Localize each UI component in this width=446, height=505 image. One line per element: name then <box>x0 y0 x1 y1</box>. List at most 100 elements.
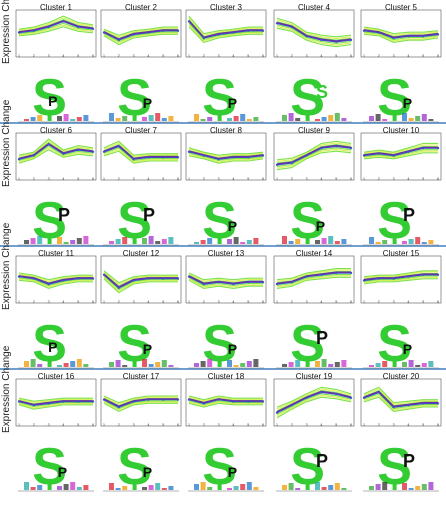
logo-stem <box>47 481 52 490</box>
profile-line <box>363 388 438 405</box>
data-point <box>232 400 235 403</box>
logo-stem <box>305 112 310 121</box>
logo-residue <box>375 242 381 244</box>
profile-line <box>188 279 263 289</box>
logo-residue <box>341 239 347 244</box>
x-tick-label: 5 <box>247 54 249 58</box>
cluster-panel-20: Cluster 201 2 3 4 5 6SP <box>360 372 442 496</box>
data-point <box>147 31 150 34</box>
logo-residue <box>30 117 36 121</box>
data-point <box>362 396 366 399</box>
logo-residue <box>382 482 388 490</box>
logo-residue <box>246 482 252 490</box>
logo-residue <box>415 486 421 490</box>
logo-residue <box>402 483 407 490</box>
logo-stem <box>392 112 397 121</box>
x-tick-label: 6 <box>177 300 179 304</box>
x-tick-label: 1 <box>188 177 190 181</box>
x-tick-label: 1 <box>363 54 365 58</box>
cluster-panel-12: Cluster 121 2 3 4 5 6SP <box>100 249 182 373</box>
x-tick-label: 4 <box>62 177 64 181</box>
data-point <box>176 277 180 280</box>
logo-residue <box>161 118 167 121</box>
profile-line <box>18 138 94 156</box>
x-tick-label: 3 <box>133 300 135 304</box>
logo-residue <box>24 482 29 490</box>
centroid-line <box>276 21 352 42</box>
data-point <box>320 391 323 394</box>
logo-secondary-letter: P <box>58 464 67 480</box>
x-tick-label: 4 <box>232 54 234 58</box>
data-point <box>320 273 323 276</box>
data-point <box>305 35 308 38</box>
profile-line <box>188 153 264 163</box>
x-tick-label: 4 <box>407 300 409 304</box>
data-point <box>32 277 35 280</box>
profile-line <box>18 397 93 402</box>
logo-secondary-letter: P <box>403 205 415 225</box>
data-point <box>275 22 279 25</box>
logo-secondary-letter: P <box>403 95 412 111</box>
profile-line <box>18 404 93 410</box>
data-point <box>335 145 338 148</box>
x-tick-label: 5 <box>162 423 164 427</box>
logo-residue <box>240 242 246 244</box>
data-point <box>320 146 323 150</box>
logo-secondary-letter: P <box>143 205 155 225</box>
x-tick-label: 6 <box>437 54 439 58</box>
data-point <box>247 400 250 403</box>
data-point <box>62 279 65 282</box>
profile-line <box>363 396 438 412</box>
logo-residue <box>282 364 287 367</box>
x-tick-label: 3 <box>218 177 220 181</box>
data-point <box>17 158 21 161</box>
logo-stem <box>305 235 310 244</box>
profile-line <box>18 22 94 35</box>
logo-residue <box>194 363 199 367</box>
cluster-panel-17: Cluster 171 2 3 4 5 6SP <box>100 372 182 496</box>
centroid-line <box>363 146 438 156</box>
logo-residue <box>253 359 259 367</box>
logo-residue <box>200 361 206 367</box>
x-tick-label: 6 <box>92 423 94 427</box>
x-tick-label: 1 <box>18 54 20 58</box>
x-tick-label: 3 <box>393 423 395 427</box>
data-point <box>261 400 265 403</box>
profile-line <box>363 275 438 283</box>
x-tick-label: 4 <box>407 423 409 427</box>
data-point <box>62 20 65 23</box>
logo-residue <box>382 361 388 367</box>
logo-residue <box>148 115 154 121</box>
profile-line <box>188 277 263 287</box>
data-point <box>261 29 265 32</box>
logo-residue <box>240 363 246 367</box>
data-point <box>247 281 250 284</box>
data-point <box>407 150 410 153</box>
logo-residue <box>155 483 161 490</box>
data-point <box>335 271 338 275</box>
data-point <box>392 277 395 280</box>
x-tick-label: 4 <box>407 177 409 181</box>
data-point <box>62 152 65 155</box>
data-point <box>247 29 250 32</box>
cluster-panel-6: Cluster 61 2 3 4 5 6SP <box>15 126 97 250</box>
data-point <box>17 31 21 34</box>
data-point <box>102 31 106 34</box>
cluster-title: Cluster 1 <box>40 3 73 12</box>
data-point <box>32 29 35 32</box>
logo-residue <box>168 365 174 367</box>
data-point <box>47 25 50 29</box>
profile-line <box>103 27 178 38</box>
logo-residue <box>194 242 199 244</box>
logo-residue <box>63 363 69 367</box>
data-point <box>392 154 395 157</box>
data-point <box>147 398 150 401</box>
data-point <box>392 405 395 409</box>
profile-line <box>188 396 263 402</box>
x-tick-label: 5 <box>162 300 164 304</box>
data-point <box>17 400 21 403</box>
data-point <box>47 282 50 286</box>
logo-residue <box>328 364 334 367</box>
logo-stem <box>217 481 222 490</box>
